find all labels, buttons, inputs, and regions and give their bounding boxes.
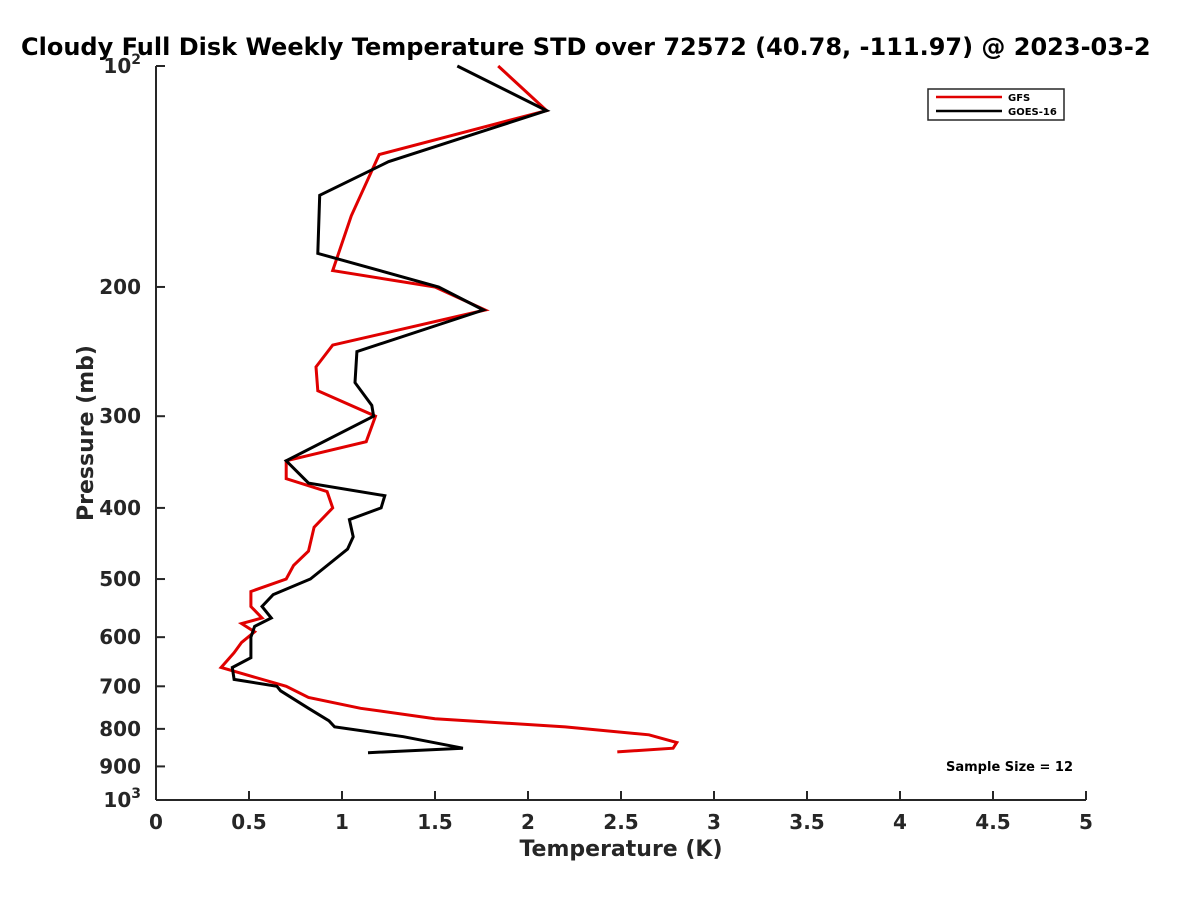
series-line-gfs — [218, 64, 680, 754]
y-tick-label-base: 300 — [99, 404, 141, 428]
series-layer — [218, 64, 680, 755]
legend-label-gfs: GFS — [1008, 93, 1030, 104]
chart-legend: GFS GOES-16 — [927, 88, 1065, 121]
y-tick-label: 700 — [99, 674, 141, 698]
y-tick-label-exponent: 3 — [131, 786, 141, 802]
y-tick-label: 500 — [99, 567, 141, 591]
x-axis-label: Temperature (K) — [519, 837, 722, 862]
y-tick-label: 600 — [99, 625, 141, 649]
y-tick-label: 300 — [99, 404, 141, 428]
legend-label-goes-16: GOES-16 — [1008, 107, 1057, 118]
y-tick-label-base: 400 — [99, 496, 141, 520]
x-tick-label: 2.5 — [603, 810, 638, 834]
y-tick-label-base: 500 — [99, 567, 141, 591]
y-tick-label: 200 — [99, 275, 141, 299]
y-tick-label-base: 700 — [99, 674, 141, 698]
x-tick-label: 0.5 — [231, 810, 266, 834]
x-tick-label: 5 — [1079, 810, 1093, 834]
y-tick-label-exponent: 2 — [131, 52, 141, 68]
y-tick-label-base: 800 — [99, 717, 141, 741]
x-tick-label: 0 — [149, 810, 163, 834]
chart-title: Cloudy Full Disk Weekly Temperature STD … — [21, 33, 1151, 61]
legend-box — [927, 88, 1065, 121]
y-tick-label-base: 10 — [103, 54, 131, 78]
x-tick-label: 3.5 — [789, 810, 824, 834]
y-tick-label: 102 — [103, 52, 141, 78]
y-tick-label-base: 10 — [103, 788, 131, 812]
series-line-goes-16 — [230, 64, 551, 755]
y-tick-label-base: 200 — [99, 275, 141, 299]
x-tick-label: 3 — [707, 810, 721, 834]
x-tick-label: 2 — [521, 810, 535, 834]
x-axis-ticks: 0 0.5 1 1.5 2 2.5 3 3.5 4 4.5 5 — [149, 791, 1093, 834]
x-tick-label: 1.5 — [417, 810, 452, 834]
y-axis-label: Pressure (mb) — [74, 345, 99, 521]
y-tick-label: 800 — [99, 717, 141, 741]
sample-size-annotation: Sample Size = 12 — [946, 760, 1073, 775]
x-tick-label: 4.5 — [975, 810, 1010, 834]
y-tick-label-base: 600 — [99, 625, 141, 649]
x-tick-label: 4 — [893, 810, 907, 834]
y-tick-label: 400 — [99, 496, 141, 520]
y-tick-label: 900 — [99, 754, 141, 778]
x-tick-label: 1 — [335, 810, 349, 834]
y-tick-label: 103 — [103, 786, 141, 812]
y-tick-label-base: 900 — [99, 754, 141, 778]
